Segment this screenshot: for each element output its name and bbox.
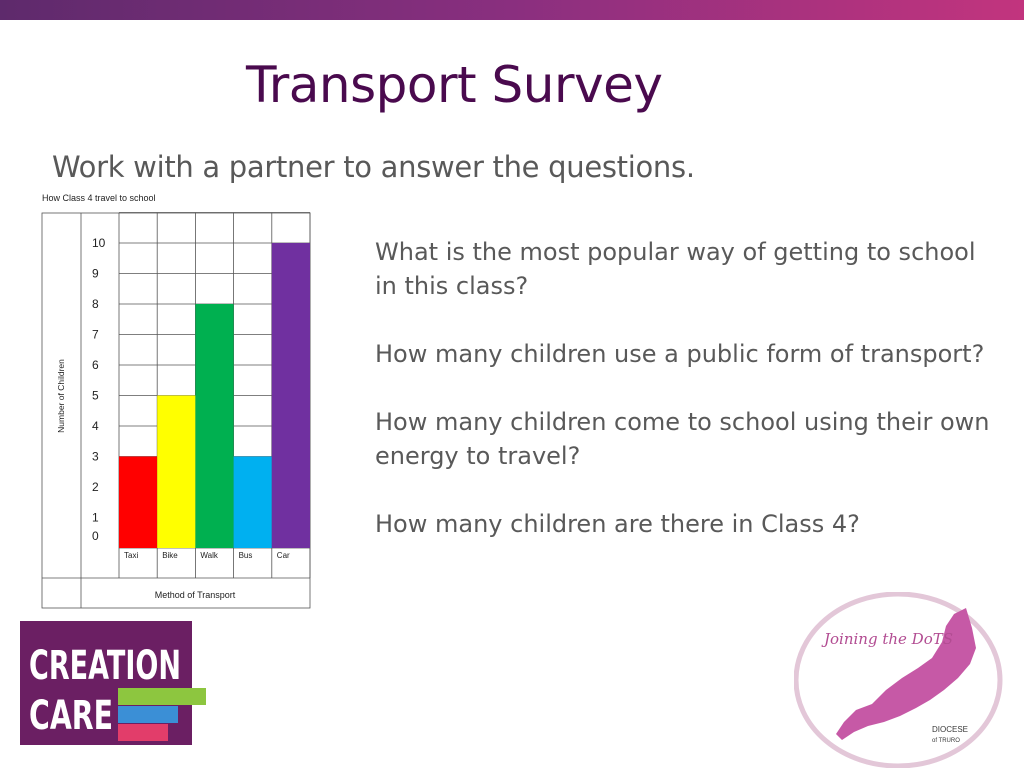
y-tick-label: 4 [92, 419, 99, 433]
creation-care-line1: CREATION [29, 643, 181, 689]
x-tick-label: Walk [200, 551, 218, 560]
question-1: What is the most popular way of getting … [375, 238, 976, 300]
y-axis-label: Number of Children [56, 359, 66, 433]
bar-taxi [119, 456, 158, 548]
bar-bike [157, 395, 196, 548]
creation-care-logo: CREATION CARE [20, 621, 206, 745]
x-tick-labels: Taxi Bike Walk Bus Car [124, 551, 290, 560]
slide-subtitle: Work with a partner to answer the questi… [52, 150, 695, 184]
badge-org-line2: of TRURO [932, 738, 960, 744]
bar-chart-svg: How Class 4 travel to school 0 1 2 3 4 5 6 7 8 9 1… [41, 193, 311, 609]
y-tick-label: 10 [92, 236, 106, 250]
y-tick-label: 8 [92, 297, 99, 311]
y-tick-labels: 0 1 2 3 4 5 6 7 8 9 10 [92, 236, 106, 543]
bar-car [271, 243, 310, 548]
x-tick-label: Taxi [124, 551, 138, 560]
transport-chart: How Class 4 travel to school 0 1 2 3 4 5 6 7 8 9 1… [36, 188, 316, 613]
question-4: How many children are there in Class 4? [375, 510, 860, 538]
badge-org-line1: DIOCESE [932, 725, 968, 734]
badge-title: Joining the DoTS [821, 630, 953, 648]
slide-title: Transport Survey [246, 56, 663, 114]
y-tick-label: 2 [92, 480, 99, 494]
x-tick-label: Bike [162, 551, 178, 560]
question-2: How many children use a public form of t… [375, 340, 985, 368]
y-tick-label: 6 [92, 358, 99, 372]
cornwall-map [836, 608, 976, 740]
question-3: How many children come to school using t… [375, 408, 990, 470]
x-tick-label: Car [277, 551, 290, 560]
y-tick-label: 0 [92, 529, 99, 543]
chart-bars [119, 243, 310, 548]
joining-the-dots-badge: Joining the DoTS DIOCESE of TRURO [793, 591, 1004, 769]
y-tick-label: 9 [92, 267, 99, 281]
y-tick-label: 3 [92, 450, 99, 464]
creation-care-line2: CARE [29, 693, 113, 739]
joining-the-dots-image: Joining the DoTS DIOCESE of TRURO [793, 591, 1003, 769]
x-axis-label: Method of Transport [155, 590, 236, 600]
bar-bus [233, 456, 272, 548]
x-tick-label: Bus [239, 551, 253, 560]
bar-walk [195, 304, 234, 548]
y-tick-label: 5 [92, 389, 99, 403]
y-tick-label: 1 [92, 511, 99, 525]
top-banner [0, 0, 1024, 20]
questions-list: What is the most popular way of getting … [375, 235, 995, 575]
creation-care-logo-image: CREATION CARE [20, 621, 206, 745]
chart-title: How Class 4 travel to school [42, 193, 156, 203]
y-tick-label: 7 [92, 328, 99, 342]
